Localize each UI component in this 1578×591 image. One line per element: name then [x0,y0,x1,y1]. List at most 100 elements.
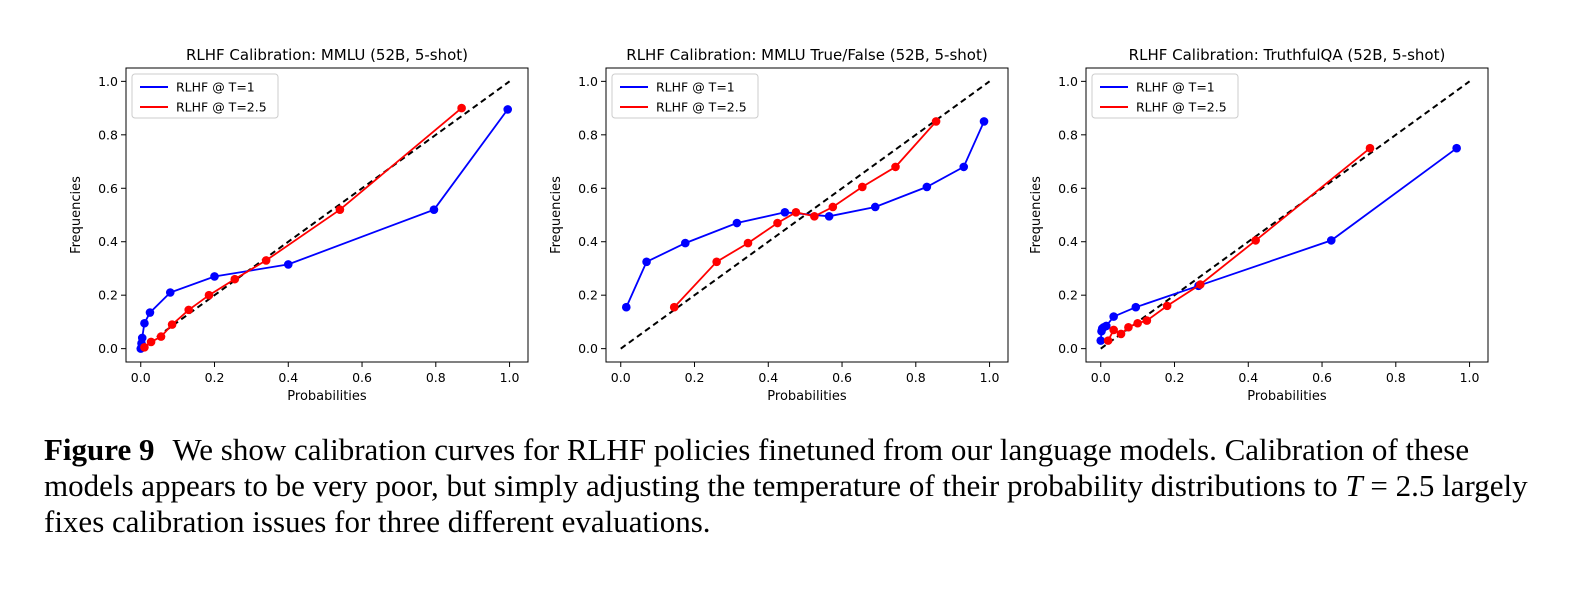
data-point-t2-5 [1251,236,1260,245]
caption-math-variable: T [1345,468,1363,503]
plot-frame [125,67,529,363]
data-point-t2-5 [140,343,149,352]
x-tick-label: 0.4 [758,370,778,385]
data-point-t2-5 [167,320,177,329]
data-point-t2-5 [335,205,345,214]
perfect-calibration-line [140,80,511,350]
y-tick-label: 1.0 [578,74,598,89]
legend-box [131,73,279,119]
data-point-t2-5 [1109,325,1118,335]
series-line-t1 [139,108,509,349]
x-tick-label: 0.2 [685,370,705,385]
figure-caption: Figure 9 We show calibration curves for R… [44,432,1534,540]
caption-math-value: = 2.5 [1362,468,1435,503]
x-tick-label: 0.0 [1091,370,1111,385]
data-point-t2-5 [712,257,721,267]
perfect-calibration-line [620,80,991,350]
data-point-t2-5 [204,290,214,300]
x-tick-label: 1.0 [980,370,1000,385]
x-axis-label: Probabilities [1247,389,1327,404]
legend-box [1091,73,1239,119]
x-tick-label: 0.8 [426,370,446,385]
data-point-t1 [1096,336,1106,345]
data-point-t2-5 [773,218,782,228]
data-point-t2-5 [457,103,466,113]
y-tick-label: 0.6 [1058,181,1078,196]
x-tick-label: 0.2 [205,370,225,385]
y-axis-label: Frequencies [1029,176,1044,254]
legend-label: RLHF @ T=2.5 [176,100,267,115]
data-point-t1 [1101,321,1111,331]
data-point-t2-5 [230,274,240,284]
data-point-t1 [1326,236,1336,245]
caption-text-part-2: largely fixes calibration issues for thr… [44,468,1528,539]
plot-frame [605,67,1009,363]
x-tick-label: 0.8 [906,370,926,385]
y-axis-label: Frequencies [549,176,564,254]
y-axis-label: Frequencies [69,176,84,254]
data-point-t1 [1452,143,1461,153]
x-tick-label: 0.4 [1238,370,1258,385]
x-axis-label: Probabilities [767,389,847,404]
calibration-chart-mmlu-true-false: RLHF Calibration: MMLU True/False (52B, … [549,46,1009,404]
data-point-t2-5 [146,337,156,347]
data-point-t1 [1109,312,1118,321]
data-point-t2-5 [1116,329,1126,339]
data-point-t1 [621,302,631,312]
data-point-t1 [922,182,932,192]
x-tick-label: 0.4 [278,370,298,385]
data-point-t1 [870,202,880,212]
x-tick-label: 1.0 [1460,370,1480,385]
data-point-t2-5 [810,212,819,221]
y-tick-label: 0.2 [98,288,118,303]
data-point-t1 [824,212,834,221]
caption-text-part-1: We show calibration curves for RLHF poli… [44,432,1470,503]
data-point-t1 [732,218,742,228]
x-tick-label: 0.6 [832,370,852,385]
data-point-t1 [145,308,155,317]
data-point-t2-5 [184,305,193,315]
x-tick-label: 1.0 [500,370,520,385]
data-point-t2-5 [791,208,801,217]
y-tick-label: 0.8 [1058,127,1078,142]
x-tick-label: 0.0 [611,370,631,385]
data-point-t2-5 [1365,143,1375,153]
legend-label: RLHF @ T=1 [656,80,735,95]
data-point-t2-5 [261,256,271,265]
series-line-t1 [1099,147,1458,341]
y-tick-label: 0.8 [578,127,598,142]
y-tick-label: 0.6 [98,181,118,196]
x-tick-label: 0.0 [131,370,151,385]
x-tick-label: 0.6 [1312,370,1332,385]
data-point-t2-5 [891,162,900,172]
data-point-t1 [1131,302,1141,312]
x-tick-label: 0.8 [1386,370,1406,385]
data-point-t2-5 [1142,316,1152,325]
data-point-t1 [959,162,969,172]
figure-label: Figure 9 [44,432,155,467]
plot-frame [1085,67,1489,363]
data-point-t1 [283,260,293,269]
data-point-t1 [137,333,147,343]
data-point-t1 [780,208,790,217]
y-tick-label: 0.4 [98,234,118,249]
data-point-t2-5 [669,302,679,312]
data-point-t1 [165,288,175,297]
data-point-t2-5 [1103,336,1113,345]
y-tick-label: 1.0 [98,74,118,89]
data-point-t2-5 [1162,301,1172,311]
data-point-t2-5 [828,202,838,212]
legend-label: RLHF @ T=1 [176,80,255,95]
data-point-t1 [210,272,219,281]
chart-title: RLHF Calibration: TruthfulQA (52B, 5-sho… [1129,46,1446,64]
x-tick-label: 0.6 [352,370,372,385]
y-tick-label: 0.0 [1058,341,1078,356]
data-point-t2-5 [931,117,941,126]
legend-box [611,73,759,119]
data-point-t1 [979,117,989,126]
series-line-t2-5 [143,107,463,349]
y-tick-label: 1.0 [1058,74,1078,89]
legend-label: RLHF @ T=2.5 [656,100,747,115]
x-axis-label: Probabilities [287,389,367,404]
data-point-t2-5 [858,182,867,192]
